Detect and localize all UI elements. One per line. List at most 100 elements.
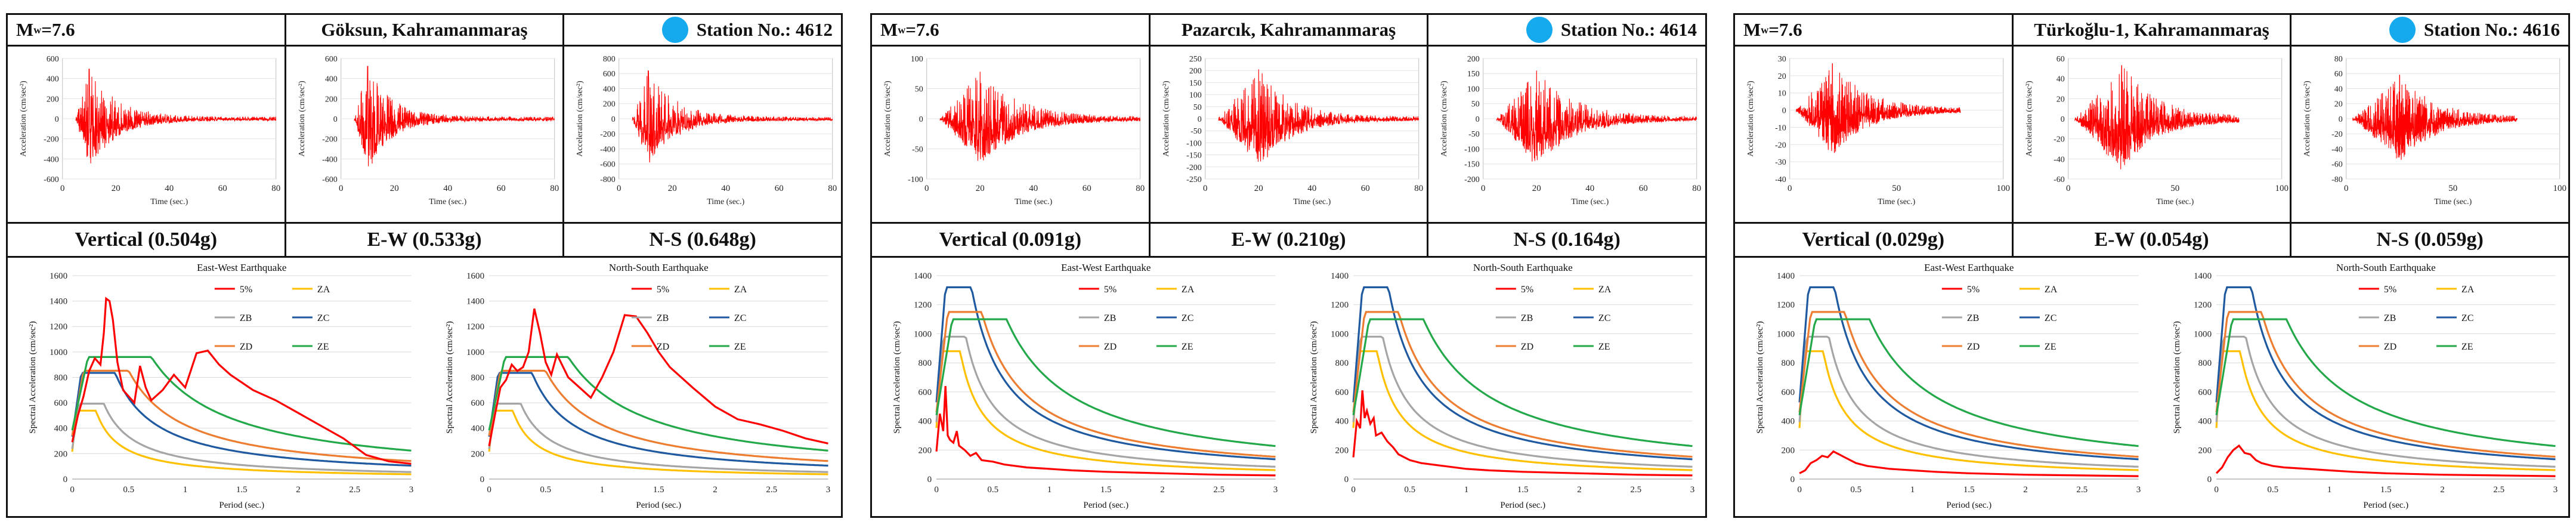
magnitude-subscript: w [1761, 23, 1769, 36]
x-tick-label: 1.5 [236, 485, 248, 495]
component-label: Vertical (0.091g) [872, 224, 1151, 256]
x-tick-label: 60 [1639, 184, 1648, 193]
acceleration-record-line [2352, 75, 2518, 160]
x-tick-label: 0 [2214, 485, 2219, 495]
y-tick-label: -150 [1465, 160, 1480, 169]
y-tick-label: 1000 [2194, 329, 2212, 339]
x-tick-label: 2.5 [766, 485, 777, 495]
y-axis-label: Acceleration (cm/sec²) [1746, 81, 1755, 157]
y-tick-label: 20 [1778, 72, 1786, 81]
component-label: N-S (0.059g) [2376, 229, 2484, 251]
x-tick-label: 60 [1083, 184, 1091, 193]
legend-label: ZE [2461, 342, 2473, 352]
legend-label: 5% [656, 285, 669, 295]
legend-label: ZA [317, 285, 330, 295]
time-series-chart: -80 -60 -40 -20 0 20 40 60 80 0 50 100 Time (sec.) Ac… [2303, 55, 2566, 206]
station-marker-icon [661, 17, 688, 43]
time-series-cell: -600 -400 -200 0 200 400 600 0 20 40 60 80 Time (sec… [8, 47, 286, 222]
legend-label: ZB [1520, 313, 1532, 323]
y-tick-label: 800 [471, 373, 484, 383]
x-tick-label: 80 [1414, 184, 1423, 193]
x-tick-label: 40 [443, 184, 452, 193]
legend-label: ZA [2045, 285, 2058, 295]
time-series-cell: -100 -50 0 50 100 0 20 40 60 80 Time (sec.) Acceler… [872, 47, 1151, 222]
spectrum-zc-line [1798, 286, 2139, 461]
y-tick-label: -30 [1775, 158, 1786, 167]
y-tick-label: 600 [47, 55, 59, 64]
response-spectra-row: 0 200 400 600 800 1000 1200 1400 0 0.5 1 1.5 2 2.5 3 Ea… [1733, 256, 2570, 518]
y-tick-label: 0 [611, 115, 616, 124]
y-tick-label: -150 [1186, 152, 1202, 160]
y-tick-label: 400 [47, 75, 59, 84]
x-tick-label: 40 [722, 184, 731, 193]
magnitude-value: =7.6 [905, 19, 939, 40]
legend-label: ZE [1598, 342, 1610, 352]
y-tick-label: 0 [55, 115, 59, 124]
magnitude-prefix: M [880, 19, 898, 40]
y-tick-label: -100 [1465, 145, 1480, 154]
y-tick-label: -200 [1465, 175, 1480, 184]
time-series-chart: -800 -600 -400 -200 0 200 400 600 800 0 20 40 60 80 Ti… [576, 55, 837, 206]
y-axis-label: Acceleration (cm/sec²) [19, 81, 28, 157]
x-tick-label: 0 [1797, 485, 1802, 495]
response-spectrum-chart: 0 200 400 600 800 1000 1200 1400 0 0.5 1 1.5 2 2.5 3 No… [2172, 262, 2558, 510]
x-tick-label: 0 [339, 184, 343, 193]
y-axis-label: Acceleration (cm/sec²) [1440, 81, 1449, 157]
x-tick-label: 60 [496, 184, 505, 193]
magnitude-subscript: w [33, 23, 42, 36]
response-spectrum-chart: 0 200 400 600 800 1000 1200 1400 0 0.5 1 1.5 2 2.5 3 No… [1309, 262, 1694, 510]
y-axis-label: Spectral Acceleration (cm/sec²) [28, 321, 38, 434]
response-spectrum-chart: 0 200 400 600 800 1000 1200 1400 0 0.5 1 1.5 2 2.5 3 Ea… [1755, 262, 2141, 510]
spectrum-zd-line [487, 369, 828, 462]
x-axis-label: Time (sec.) [2435, 197, 2472, 206]
x-tick-label: 0 [934, 485, 939, 495]
x-tick-label: 40 [1307, 184, 1316, 193]
component-label: N-S (0.648g) [649, 229, 756, 251]
response-spectrum-cell: 0 200 400 600 800 1000 1200 1400 0 0.5 1 1.5 2 2.5 3 No… [1289, 258, 1706, 516]
x-axis-label: Time (sec.) [2156, 197, 2194, 206]
response-spectrum-cell: 0 200 400 600 800 1000 1200 1400 0 0.5 1 1.5 2 2.5 3 No… [2152, 258, 2569, 516]
y-tick-label: 1200 [2194, 301, 2212, 310]
location-name: Göksun, Kahramanmaraş [321, 19, 528, 40]
y-tick-label: 250 [1189, 55, 1202, 64]
acceleration-record-line [2074, 65, 2240, 169]
y-axis-label: Spectral Acceleration (cm/sec²) [2172, 321, 2182, 434]
response-spectra-row: 0 200 400 600 800 1000 1200 1400 0 0.5 1 1.5 2 2.5 3 Ea… [870, 256, 1707, 518]
spectrum-record-5pct-line [1799, 450, 2139, 477]
y-tick-label: 200 [2198, 446, 2212, 455]
spectrum-za-line [487, 409, 828, 475]
x-axis-label: Time (sec.) [1572, 197, 1609, 206]
y-tick-label: 800 [603, 55, 616, 64]
chart-title: North-South Earthquake [2336, 262, 2435, 273]
y-tick-label: 200 [47, 95, 59, 104]
y-tick-label: 0 [1197, 115, 1201, 124]
y-tick-label: 50 [1471, 100, 1480, 109]
x-tick-label: 40 [1029, 184, 1038, 193]
y-tick-label: 1600 [466, 271, 484, 281]
y-tick-label: 800 [2198, 359, 2212, 368]
y-tick-label: 1200 [466, 322, 484, 332]
x-tick-label: 0.5 [540, 485, 551, 495]
x-axis-label: Period (sec.) [1500, 501, 1545, 510]
legend-label: ZB [2383, 313, 2395, 323]
spectrum-ze-line [1352, 318, 1693, 447]
x-tick-label: 2.5 [1213, 485, 1224, 495]
spectrum-record-5pct-line [2215, 444, 2556, 477]
legend-label: ZB [240, 313, 252, 323]
x-tick-label: 0.5 [1404, 485, 1415, 495]
y-tick-label: 200 [1467, 55, 1480, 64]
acceleration-record-line [1218, 69, 1419, 162]
y-tick-label: 200 [1189, 67, 1202, 76]
time-series-cell: -250 -200 -150 -100 -50 0 50 100 150 200 250 0 20 40 6… [1151, 47, 1429, 222]
spectrum-ze-line [1798, 318, 2139, 447]
y-tick-label: 600 [2198, 388, 2212, 397]
y-tick-label: 0 [333, 115, 337, 124]
y-tick-label: 1000 [1777, 329, 1795, 339]
y-tick-label: 0 [1344, 475, 1349, 484]
x-axis-label: Time (sec.) [1293, 197, 1331, 206]
legend-label: ZE [317, 342, 329, 352]
spectrum-zb-line [2215, 335, 2556, 468]
